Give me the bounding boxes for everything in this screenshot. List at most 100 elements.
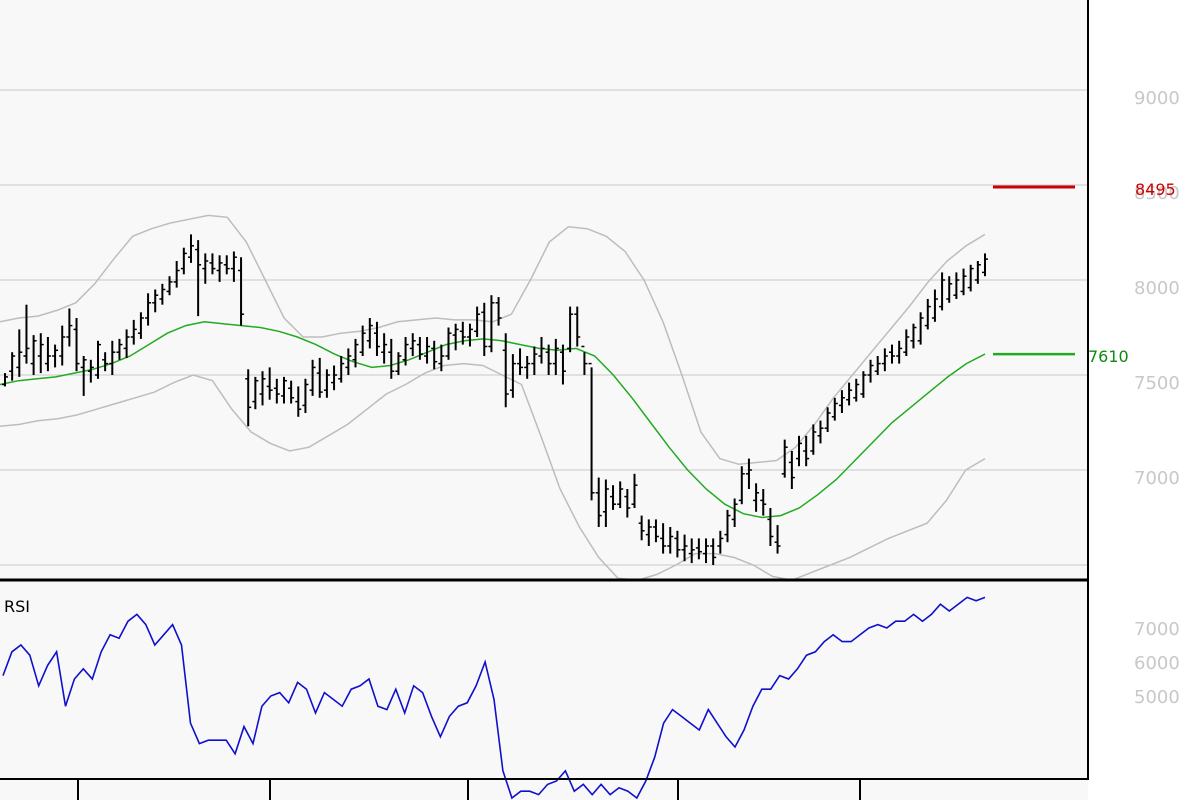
ohlc-bar [395, 352, 402, 375]
moving-average-line [0, 321, 986, 519]
ohlc-bar [495, 297, 502, 326]
ohlc-bar [323, 369, 330, 398]
ohlc-bar [502, 333, 509, 408]
ohlc-bar [445, 327, 452, 360]
ohlc-bar [688, 538, 695, 564]
ohlc-bar [631, 473, 638, 508]
ohlc-bar [881, 348, 888, 372]
ohlc-bar [59, 325, 66, 366]
ohlc-bar [552, 338, 559, 375]
y-tick-label: 7500 [1134, 373, 1180, 394]
ohlc-bar [488, 295, 495, 353]
bollinger-upper [0, 214, 986, 466]
ohlc-bar [180, 247, 187, 275]
ohlc-bar [402, 337, 409, 366]
y-tick-label: 7000 [1134, 468, 1180, 489]
ohlc-bar [23, 304, 30, 364]
ohlc-bar [73, 318, 80, 372]
ohlc-bar [967, 264, 974, 292]
y-tick-label: 8500 [1134, 183, 1180, 204]
ohlc-bar [524, 356, 531, 379]
ohlc-bar [788, 451, 795, 489]
rsi-line [2, 596, 986, 800]
ohlc-bar [259, 371, 266, 406]
ohlc-bar [602, 479, 609, 527]
ohlc-bar [431, 340, 438, 370]
ohlc-bar [610, 485, 617, 510]
ohlc-bar [774, 525, 781, 554]
ohlc-bar [345, 348, 352, 375]
ohlc-bar [109, 340, 116, 375]
ohlc-bar [931, 289, 938, 322]
ohlc-bar [974, 261, 981, 284]
ohlc-bar [245, 369, 252, 427]
ohlc-bar [316, 357, 323, 398]
price-gridlines [0, 89, 1088, 566]
ohlc-bar [753, 483, 760, 512]
ohlc-bar [667, 527, 674, 554]
ohlc-bar [946, 276, 953, 303]
ohlc-bar [731, 498, 738, 527]
ohlc-bar [295, 386, 302, 417]
ohlc-bar [831, 397, 838, 421]
ohlc-bar [531, 346, 538, 375]
ohlc-bar [896, 340, 903, 364]
ohlc-bar [438, 344, 445, 372]
ohlc-bar [910, 323, 917, 349]
ohlc-bar [581, 345, 588, 375]
rsi-series-line [2, 596, 986, 800]
ohlc-bar [745, 458, 752, 489]
ohlc-bar [152, 289, 159, 313]
ohlc-bar [116, 338, 123, 360]
rsi-tick-label: 7000 [1134, 619, 1180, 640]
ohlc-bar [166, 276, 173, 296]
ohlc-bar [309, 359, 316, 396]
ohlc-bar [202, 253, 209, 284]
ohlc-bar [2, 373, 8, 387]
ohlc-bar [960, 268, 967, 296]
ohlc-bar [459, 321, 466, 345]
ohlc-bar [545, 344, 552, 375]
ohlc-bar [159, 283, 166, 305]
ohlc-bar [738, 466, 745, 505]
rsi-axis-ticks: 7000 6000 5000 [1134, 619, 1180, 708]
ohlc-bar [617, 481, 624, 508]
ohlc-bar [695, 538, 702, 560]
ohlc-bar [874, 356, 881, 375]
ohlc-bar [838, 390, 845, 413]
y-tick-label: 8000 [1134, 278, 1180, 299]
ohlc-bar [145, 293, 152, 326]
ohlc-bar [982, 253, 988, 277]
resistance-label: 8495 [1135, 180, 1176, 199]
ohlc-bar [388, 338, 395, 379]
ohlc-bar [280, 376, 287, 404]
ohlc-bar [123, 329, 130, 358]
ohlc-bar [824, 407, 831, 432]
ohlc-bar [352, 338, 359, 368]
ohlc-bar [867, 359, 874, 383]
ohlc-bar [939, 272, 946, 311]
ohlc-bars [2, 234, 988, 565]
ohlc-bar [681, 534, 688, 562]
ohlc-bar [846, 382, 853, 406]
rsi-panel-label: RSI [4, 597, 30, 616]
x-axis-separators [77, 780, 861, 800]
ohlc-bar [52, 344, 59, 368]
ohlc-bar [660, 523, 667, 554]
ohlc-bar [66, 308, 73, 347]
ohlc-bar [130, 319, 137, 345]
ohlc-bar [80, 356, 87, 396]
ohlc-bar [223, 255, 230, 275]
ohlc-bar [538, 337, 545, 364]
ohlc-bar [924, 299, 931, 330]
rsi-tick-label: 6000 [1134, 653, 1180, 674]
ohlc-bar [452, 323, 459, 351]
ohlc-bar [252, 376, 259, 410]
ohlc-bar [760, 489, 767, 516]
ohlc-bar [209, 253, 216, 275]
ohlc-bar [338, 356, 345, 383]
ohlc-bar [889, 344, 896, 364]
ohlc-bar [767, 508, 774, 546]
ohlc-bar [288, 380, 295, 404]
